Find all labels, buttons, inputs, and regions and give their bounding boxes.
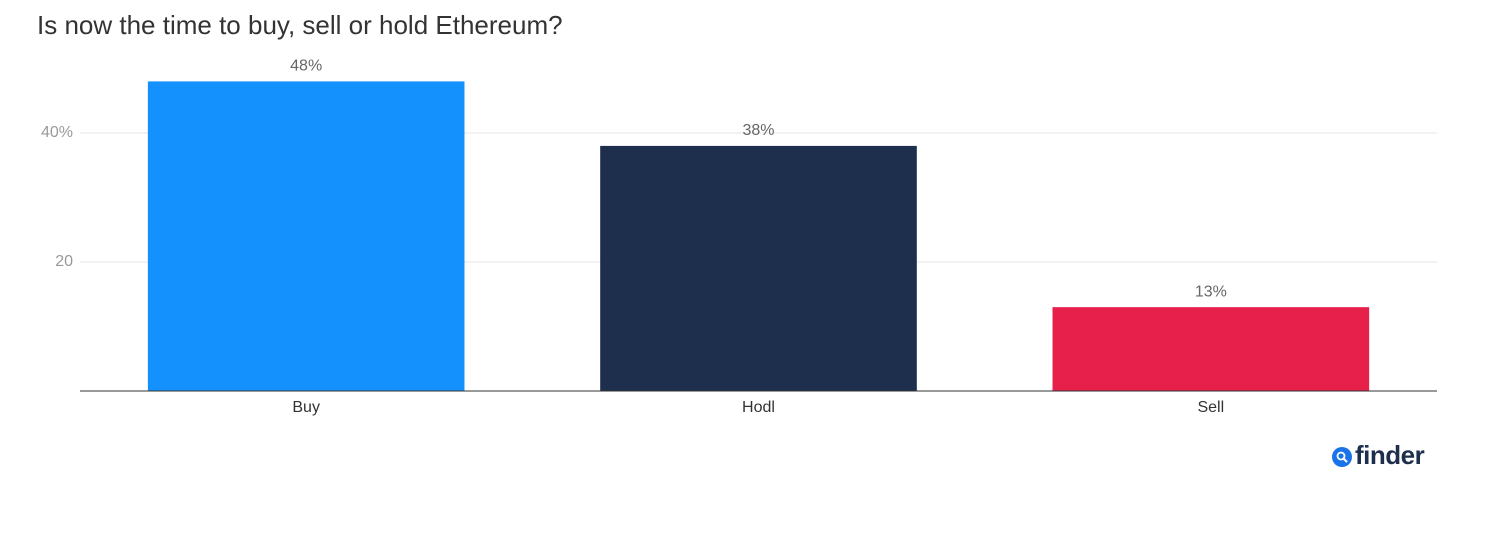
value-label: 13% xyxy=(1195,283,1227,300)
y-tick-label: 40% xyxy=(41,124,73,141)
chart-title: Is now the time to buy, sell or hold Eth… xyxy=(37,10,563,40)
value-label: 48% xyxy=(290,58,322,75)
bar xyxy=(147,81,465,392)
logo-handle xyxy=(1342,457,1348,463)
x-tick-label: Buy xyxy=(292,399,320,416)
logo-icon xyxy=(1332,447,1352,467)
logo-text: finder xyxy=(1355,440,1425,470)
x-tick-label: Sell xyxy=(1197,399,1224,416)
y-tick-label: 20 xyxy=(55,253,73,270)
value-label: 38% xyxy=(742,122,774,139)
logo-lens xyxy=(1336,451,1346,461)
x-tick-label: Hodl xyxy=(742,399,775,416)
bars: Buy 48% Hodl 38% Sell 13% xyxy=(147,58,1370,416)
bar xyxy=(600,145,917,391)
bar xyxy=(1052,307,1370,391)
logo: finder xyxy=(1332,440,1425,470)
